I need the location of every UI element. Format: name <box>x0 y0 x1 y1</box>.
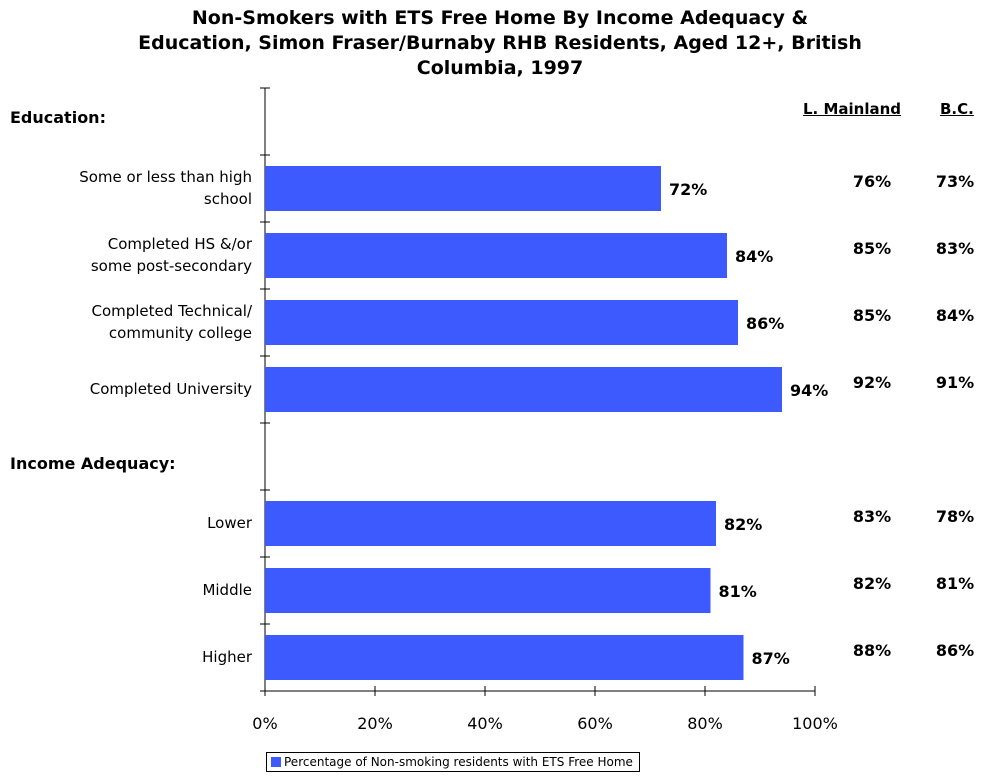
l-mainland-value: 85% <box>853 306 891 325</box>
chart-title: Non-Smokers with ETS Free Home By Income… <box>80 6 920 81</box>
title-line: Columbia, 1997 <box>416 57 584 79</box>
bc-value: 91% <box>936 373 974 392</box>
title-line: Education, Simon Fraser/Burnaby RHB Resi… <box>138 32 862 54</box>
bar <box>265 300 738 345</box>
x-tick-label: 0% <box>252 714 277 733</box>
title-line: Non-Smokers with ETS Free Home By Income… <box>191 7 809 29</box>
category-label: some post-secondary <box>91 257 252 275</box>
header-bc: B.C. <box>940 100 974 118</box>
section-label-education: Education: <box>10 108 106 127</box>
l-mainland-value: 88% <box>853 641 891 660</box>
category-label: Lower <box>207 514 253 532</box>
header-l-mainland: L. Mainland <box>803 100 902 118</box>
bar-value-label: 84% <box>735 247 773 266</box>
bar <box>265 501 716 546</box>
category-label: Higher <box>202 648 253 666</box>
bar-value-label: 94% <box>790 381 828 400</box>
bc-value: 81% <box>936 574 974 593</box>
section-label-income: Income Adequacy: <box>10 454 176 473</box>
legend: Percentage of Non-smoking residents with… <box>266 752 640 772</box>
bar <box>265 166 661 211</box>
category-label: Completed HS &/or <box>108 235 253 253</box>
bar <box>265 635 744 680</box>
l-mainland-value: 83% <box>853 507 891 526</box>
l-mainland-value: 82% <box>853 574 891 593</box>
bc-value: 86% <box>936 641 974 660</box>
x-tick-label: 100% <box>792 714 838 733</box>
category-label: community college <box>109 324 252 342</box>
bar-value-label: 72% <box>669 180 707 199</box>
x-tick-label: 60% <box>577 714 613 733</box>
category-label: school <box>204 190 252 208</box>
bar <box>265 568 711 613</box>
l-mainland-value: 85% <box>853 239 891 258</box>
bar-value-label: 82% <box>724 515 762 534</box>
bc-value: 83% <box>936 239 974 258</box>
category-label: Middle <box>202 581 252 599</box>
l-mainland-value: 92% <box>853 373 891 392</box>
bar <box>265 233 727 278</box>
bar <box>265 367 782 412</box>
bc-value: 78% <box>936 507 974 526</box>
l-mainland-value: 76% <box>853 172 891 191</box>
bar-value-label: 86% <box>746 314 784 333</box>
x-tick-label: 40% <box>467 714 503 733</box>
category-label: Some or less than high <box>79 168 252 186</box>
legend-label: Percentage of Non-smoking residents with… <box>284 755 633 769</box>
bc-value: 84% <box>936 306 974 325</box>
x-tick-label: 80% <box>687 714 723 733</box>
x-tick-label: 20% <box>357 714 393 733</box>
legend-swatch <box>271 757 281 767</box>
bar-value-label: 87% <box>752 649 790 668</box>
category-label: Completed Technical/ <box>91 302 252 320</box>
category-label: Completed University <box>90 380 252 398</box>
bc-value: 73% <box>936 172 974 191</box>
bar-value-label: 81% <box>719 582 757 601</box>
